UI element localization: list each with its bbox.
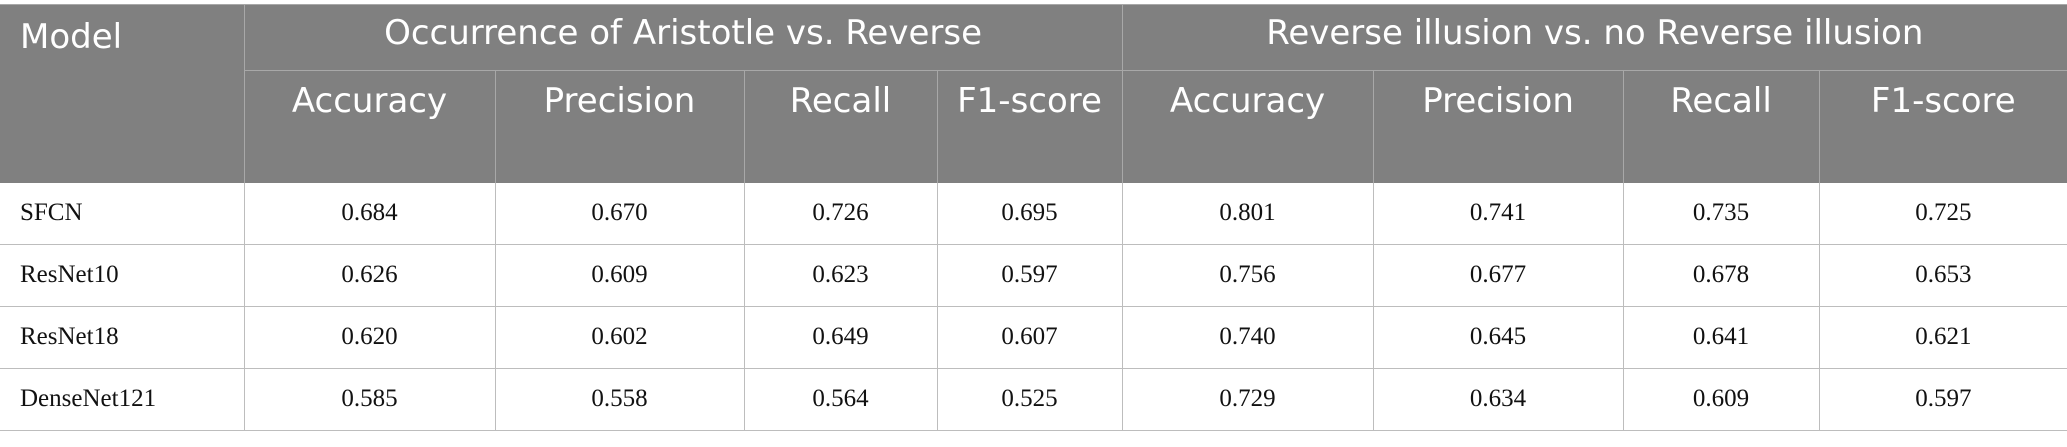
table-row: DenseNet121 0.585 0.558 0.564 0.525 0.72…	[0, 368, 2067, 431]
value-cell: 0.677	[1372, 244, 1624, 307]
table-row: ResNet10 0.626 0.609 0.623 0.597 0.756 0…	[0, 244, 2067, 307]
model-column-header: Model	[0, 4, 244, 183]
group-header-aristotle-vs-reverse: Occurrence of Aristotle vs. Reverse	[243, 4, 1123, 71]
value-cell: 0.649	[743, 306, 937, 369]
g1-recall-header: Recall	[743, 70, 937, 183]
group-header-reverse-illusion: Reverse illusion vs. no Reverse illusion	[1121, 4, 2067, 71]
value-cell: 0.597	[936, 244, 1123, 307]
value-cell: 0.623	[743, 244, 937, 307]
g1-accuracy-header: Accuracy	[243, 70, 495, 183]
value-cell: 0.695	[936, 182, 1123, 245]
g1-precision-header: Precision	[494, 70, 744, 183]
results-table: Model Occurrence of Aristotle vs. Revers…	[0, 4, 2067, 431]
group-header-row: Model Occurrence of Aristotle vs. Revers…	[0, 4, 2067, 183]
g2-recall-header: Recall	[1622, 70, 1820, 183]
value-cell: 0.645	[1372, 306, 1624, 369]
table-row: SFCN 0.684 0.670 0.726 0.695 0.801 0.741…	[0, 182, 2067, 245]
value-cell: 0.740	[1121, 306, 1374, 369]
table-header: Model Occurrence of Aristotle vs. Revers…	[0, 4, 2067, 183]
g2-f1-score-header: F1-score	[1818, 70, 2067, 183]
value-cell: 0.641	[1622, 306, 1820, 369]
metric-header-row: Accuracy Precision Recall F1-score Accur…	[0, 70, 2067, 183]
model-name-cell: SFCN	[0, 182, 244, 245]
value-cell: 0.741	[1372, 182, 1624, 245]
value-cell: 0.670	[494, 182, 744, 245]
value-cell: 0.620	[243, 306, 495, 369]
model-name-cell: ResNet18	[0, 306, 244, 369]
value-cell: 0.609	[1622, 368, 1820, 431]
value-cell: 0.735	[1622, 182, 1820, 245]
value-cell: 0.525	[936, 368, 1123, 431]
value-cell: 0.684	[243, 182, 495, 245]
g1-f1-score-header: F1-score	[936, 70, 1123, 183]
value-cell: 0.558	[494, 368, 744, 431]
table-body: SFCN 0.684 0.670 0.726 0.695 0.801 0.741…	[0, 182, 2067, 431]
g2-accuracy-header: Accuracy	[1121, 70, 1374, 183]
value-cell: 0.678	[1622, 244, 1820, 307]
value-cell: 0.626	[243, 244, 495, 307]
value-cell: 0.597	[1818, 368, 2067, 431]
model-name-cell: ResNet10	[0, 244, 244, 307]
value-cell: 0.726	[743, 182, 937, 245]
value-cell: 0.564	[743, 368, 937, 431]
value-cell: 0.729	[1121, 368, 1374, 431]
value-cell: 0.653	[1818, 244, 2067, 307]
value-cell: 0.585	[243, 368, 495, 431]
value-cell: 0.621	[1818, 306, 2067, 369]
value-cell: 0.756	[1121, 244, 1374, 307]
value-cell: 0.602	[494, 306, 744, 369]
value-cell: 0.634	[1372, 368, 1624, 431]
table-row: ResNet18 0.620 0.602 0.649 0.607 0.740 0…	[0, 306, 2067, 369]
value-cell: 0.609	[494, 244, 744, 307]
value-cell: 0.725	[1818, 182, 2067, 245]
g2-precision-header: Precision	[1372, 70, 1624, 183]
value-cell: 0.801	[1121, 182, 1374, 245]
value-cell: 0.607	[936, 306, 1123, 369]
model-name-cell: DenseNet121	[0, 368, 244, 431]
